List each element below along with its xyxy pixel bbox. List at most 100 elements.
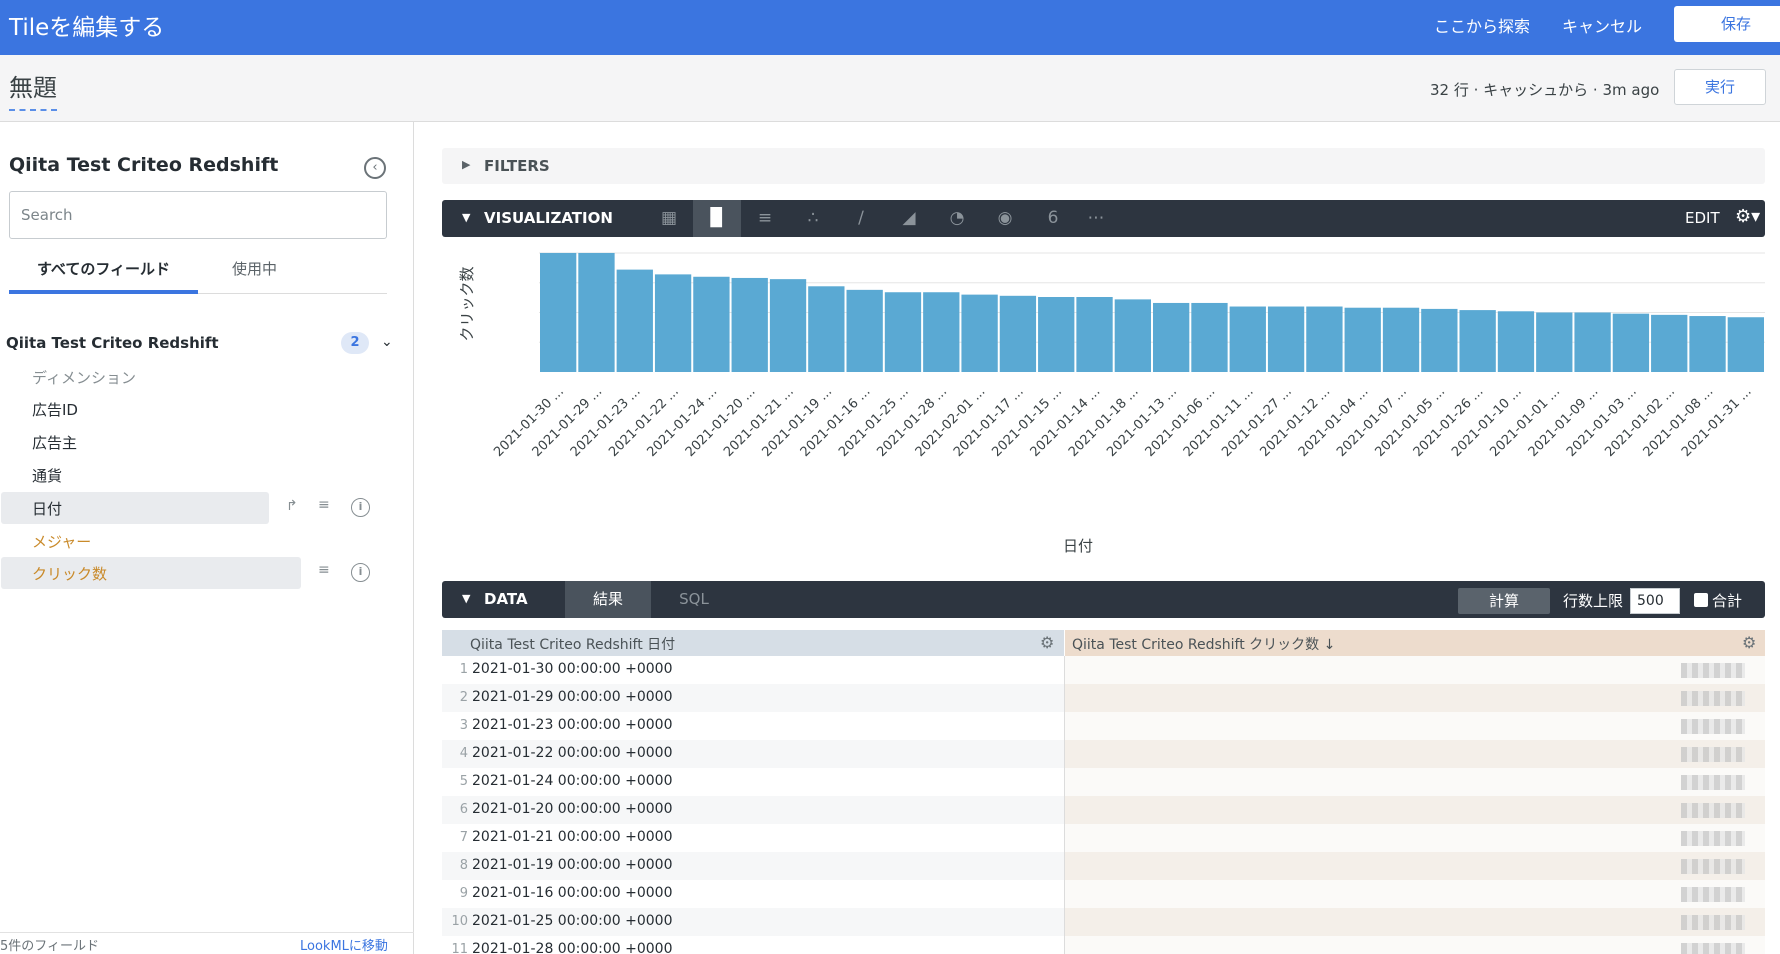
tile-title-input[interactable]: 無題: [9, 68, 57, 111]
viz-map-icon[interactable]: ◉: [997, 208, 1013, 228]
bar[interactable]: [961, 294, 998, 372]
calculations-button[interactable]: 計算: [1458, 588, 1550, 614]
bar[interactable]: [1536, 312, 1573, 372]
clicks-cell[interactable]: [1065, 740, 1765, 768]
chevron-down-icon[interactable]: ⌄: [381, 334, 393, 350]
clicks-cell[interactable]: [1065, 908, 1765, 936]
bar[interactable]: [1229, 306, 1266, 372]
pivot-icon[interactable]: ↱: [286, 498, 298, 514]
bar[interactable]: [578, 252, 615, 372]
table-row[interactable]: 7 2021-01-21 00:00:00 +0000: [442, 824, 1765, 852]
field-ad-id[interactable]: 広告ID: [32, 401, 78, 419]
bar[interactable]: [999, 295, 1037, 372]
date-cell[interactable]: 2021-01-16 00:00:00 +0000: [472, 885, 673, 901]
field-date[interactable]: 日付: [32, 500, 63, 518]
bar[interactable]: [1651, 314, 1688, 372]
bar[interactable]: [1689, 316, 1726, 372]
bar[interactable]: [1382, 307, 1420, 372]
date-cell[interactable]: 2021-01-21 00:00:00 +0000: [472, 829, 673, 845]
field-advertiser[interactable]: 広告主: [32, 434, 78, 452]
row-limit-input[interactable]: [1630, 588, 1680, 614]
viz-line-icon[interactable]: ∕: [858, 208, 864, 228]
table-row[interactable]: 10 2021-01-25 00:00:00 +0000: [442, 908, 1765, 936]
clicks-cell[interactable]: [1065, 880, 1765, 908]
table-row[interactable]: 6 2021-01-20 00:00:00 +0000: [442, 796, 1765, 824]
explore-from-here-link[interactable]: ここから探索: [1434, 17, 1531, 36]
tab-sql[interactable]: SQL: [679, 590, 709, 608]
clicks-cell[interactable]: [1065, 684, 1765, 712]
clicks-cell[interactable]: [1065, 824, 1765, 852]
info-icon[interactable]: i: [351, 563, 370, 582]
viz-bar-icon[interactable]: ≡: [757, 208, 773, 228]
table-row[interactable]: 9 2021-01-16 00:00:00 +0000: [442, 880, 1765, 908]
viz-column-icon[interactable]: ▉: [693, 200, 741, 237]
bar[interactable]: [1574, 312, 1611, 372]
table-row[interactable]: 4 2021-01-22 00:00:00 +0000: [442, 740, 1765, 768]
date-cell[interactable]: 2021-01-30 00:00:00 +0000: [472, 661, 673, 677]
clicks-cell[interactable]: [1065, 852, 1765, 880]
gear-icon[interactable]: ⚙▾: [1735, 206, 1761, 227]
totals-checkbox[interactable]: [1694, 593, 1708, 607]
tab-in-use[interactable]: 使用中: [231, 260, 277, 278]
tab-results[interactable]: 結果: [565, 581, 651, 618]
column-header-clicks[interactable]: Qiita Test Criteo Redshift クリック数 ↓ ⚙: [1065, 630, 1765, 656]
viz-area-icon[interactable]: ◢: [902, 208, 916, 228]
edit-viz-button[interactable]: EDIT: [1685, 209, 1720, 227]
clicks-cell[interactable]: [1065, 712, 1765, 740]
bar[interactable]: [654, 274, 692, 372]
clicks-cell[interactable]: [1065, 768, 1765, 796]
bar[interactable]: [1076, 297, 1113, 372]
cancel-link[interactable]: キャンセル: [1562, 17, 1643, 36]
clicks-cell[interactable]: [1065, 656, 1765, 684]
date-cell[interactable]: 2021-01-22 00:00:00 +0000: [472, 745, 673, 761]
table-row[interactable]: 5 2021-01-24 00:00:00 +0000: [442, 768, 1765, 796]
column-header-date[interactable]: Qiita Test Criteo Redshift 日付 ⚙: [442, 630, 1064, 656]
gear-icon[interactable]: ⚙: [1040, 633, 1055, 652]
viz-table-icon[interactable]: ▦: [660, 208, 678, 228]
bar[interactable]: [923, 292, 960, 372]
view-header[interactable]: Qiita Test Criteo Redshift 2 ⌄: [6, 332, 396, 356]
date-cell[interactable]: 2021-01-28 00:00:00 +0000: [472, 941, 673, 954]
info-icon[interactable]: i: [351, 498, 370, 517]
bar[interactable]: [540, 252, 577, 372]
bar[interactable]: [884, 292, 922, 372]
filter-icon[interactable]: ≡: [318, 562, 330, 578]
bar[interactable]: [1459, 310, 1496, 372]
bar[interactable]: [808, 286, 845, 372]
bar[interactable]: [1421, 308, 1458, 372]
clicks-cell[interactable]: [1065, 796, 1765, 824]
table-row[interactable]: 1 2021-01-30 00:00:00 +0000: [442, 656, 1765, 684]
date-cell[interactable]: 2021-01-29 00:00:00 +0000: [472, 689, 673, 705]
bar[interactable]: [846, 289, 883, 372]
filter-icon[interactable]: ≡: [318, 497, 330, 513]
run-button[interactable]: 実行: [1674, 69, 1766, 105]
viz-pie-icon[interactable]: ◔: [949, 208, 965, 228]
bar[interactable]: [1344, 307, 1381, 372]
bar[interactable]: [1153, 302, 1190, 372]
bar[interactable]: [1038, 297, 1075, 372]
clicks-cell[interactable]: [1065, 936, 1765, 954]
bar[interactable]: [731, 277, 768, 372]
date-cell[interactable]: 2021-01-20 00:00:00 +0000: [472, 801, 673, 817]
date-cell[interactable]: 2021-01-24 00:00:00 +0000: [472, 773, 673, 789]
bar[interactable]: [1191, 302, 1228, 372]
collapse-sidebar-icon[interactable]: ‹: [364, 157, 386, 179]
table-row[interactable]: 2 2021-01-29 00:00:00 +0000: [442, 684, 1765, 712]
date-cell[interactable]: 2021-01-19 00:00:00 +0000: [472, 857, 673, 873]
bar[interactable]: [1612, 313, 1650, 372]
viz-single-value-icon[interactable]: 6: [1047, 208, 1059, 228]
date-cell[interactable]: 2021-01-25 00:00:00 +0000: [472, 913, 673, 929]
viz-scatter-icon[interactable]: ∴: [807, 208, 819, 228]
table-row[interactable]: 11 2021-01-28 00:00:00 +0000: [442, 936, 1765, 954]
bar[interactable]: [1114, 299, 1151, 372]
field-currency[interactable]: 通貨: [32, 467, 63, 485]
table-row[interactable]: 3 2021-01-23 00:00:00 +0000: [442, 712, 1765, 740]
bar[interactable]: [616, 269, 653, 372]
bar[interactable]: [1497, 311, 1535, 372]
bar[interactable]: [1267, 306, 1305, 372]
bar[interactable]: [1306, 306, 1343, 372]
filters-section[interactable]: ▶ FILTERS: [442, 148, 1765, 184]
date-cell[interactable]: 2021-01-23 00:00:00 +0000: [472, 717, 673, 733]
caret-down-icon[interactable]: ▼: [462, 592, 471, 605]
gear-icon[interactable]: ⚙: [1742, 633, 1757, 652]
